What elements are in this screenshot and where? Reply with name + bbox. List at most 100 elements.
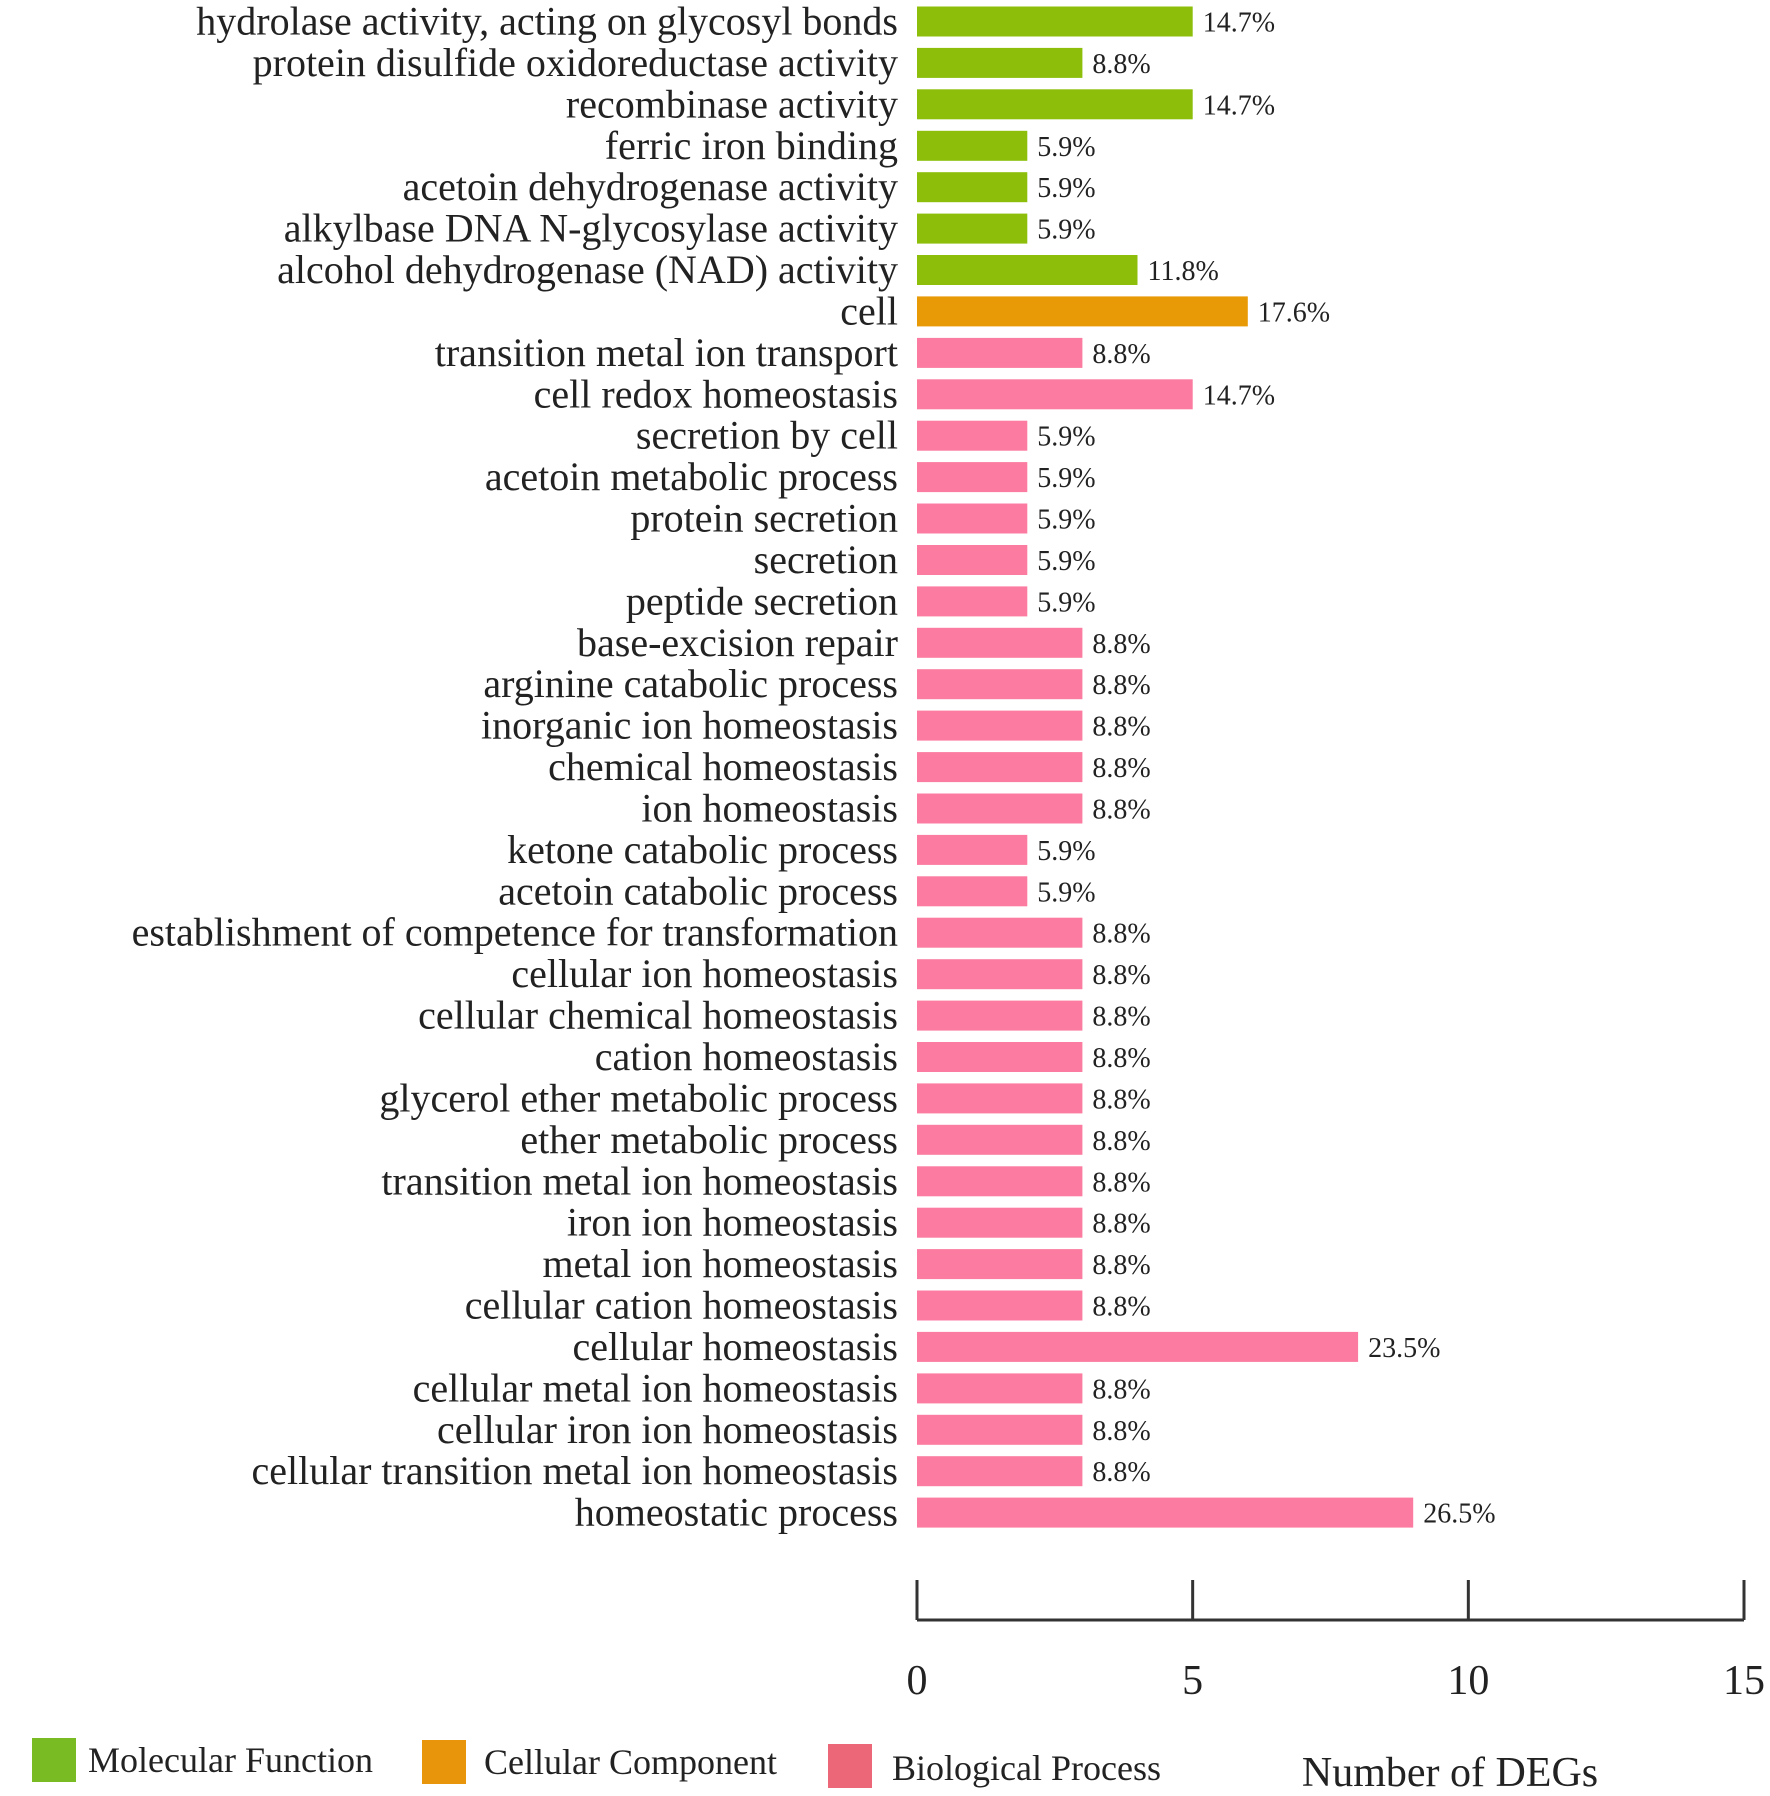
bar-19 (917, 752, 1083, 783)
bar-33 (917, 1331, 1359, 1362)
x-tick-label: 5 (1182, 1658, 1203, 1704)
bar-percent-label: 8.8% (1092, 1416, 1150, 1447)
category-label: hydrolase activity, acting on glycosyl b… (196, 0, 898, 44)
bar-percent-label: 5.9% (1037, 132, 1095, 163)
category-label: transition metal ion homeostasis (381, 1158, 898, 1203)
category-label: acetoin metabolic process (485, 454, 898, 499)
category-label: peptide secretion (626, 578, 898, 623)
bar-16 (917, 627, 1083, 658)
bar-7 (917, 255, 1138, 285)
category-label: cellular cation homeostasis (465, 1283, 898, 1328)
bar-percent-label: 8.8% (1092, 670, 1150, 701)
bar-12 (917, 462, 1028, 493)
bar-percent-label: 8.8% (1092, 960, 1150, 991)
bar-percent-label: 5.9% (1037, 173, 1095, 204)
category-label: secretion (754, 537, 898, 582)
category-label: cellular chemical homeostasis (418, 993, 898, 1038)
bar-percent-label: 8.8% (1092, 1374, 1150, 1405)
category-label: chemical homeostasis (548, 744, 898, 789)
bar-percent-label: 8.8% (1092, 1002, 1150, 1033)
x-axis-title: Number of DEGs (1302, 1750, 1598, 1796)
bar-percent-label: 14.7% (1203, 8, 1275, 39)
bar-percent-label: 5.9% (1037, 463, 1095, 494)
bar-percent-label: 5.9% (1037, 587, 1095, 618)
bar-25 (917, 1000, 1083, 1031)
bar-percent-label: 8.8% (1092, 1250, 1150, 1281)
bar-percent-label: 8.8% (1092, 1292, 1150, 1323)
bar-36 (917, 1456, 1083, 1487)
category-label: inorganic ion homeostasis (481, 703, 898, 748)
legend: Molecular Function Cellular Component Biol… (32, 1738, 1161, 1788)
legend-swatch-mf (32, 1738, 76, 1782)
legend-swatch-bp (828, 1744, 872, 1788)
bar-2 (917, 47, 1083, 78)
category-label: transition metal ion transport (435, 330, 898, 375)
category-label: acetoin catabolic process (498, 868, 898, 913)
bar-15 (917, 586, 1028, 617)
bar-29 (917, 1166, 1083, 1197)
category-label: protein secretion (630, 496, 898, 541)
bar-9 (917, 337, 1083, 368)
bar-27 (917, 1083, 1083, 1114)
bar-percent-label: 8.8% (1092, 1126, 1150, 1157)
category-label: ketone catabolic process (507, 827, 898, 872)
bar-percent-label: 8.8% (1092, 1167, 1150, 1198)
category-label: cell (840, 288, 898, 333)
bar-4 (917, 130, 1028, 161)
bars-layer: hydrolase activity, acting on glycosyl b… (132, 0, 1496, 1535)
bar-percent-label: 8.8% (1092, 1209, 1150, 1240)
legend-swatch-cc (422, 1740, 466, 1784)
bar-22 (917, 876, 1028, 907)
bar-percent-label: 8.8% (1092, 1043, 1150, 1074)
bar-11 (917, 420, 1028, 451)
bar-percent-label: 5.9% (1037, 505, 1095, 536)
category-label: secretion by cell (636, 413, 898, 458)
bar-percent-label: 5.9% (1037, 836, 1095, 867)
bar-8 (917, 296, 1248, 327)
bar-percent-label: 5.9% (1037, 877, 1095, 908)
bar-percent-label: 8.8% (1092, 629, 1150, 660)
bar-32 (917, 1290, 1083, 1321)
category-label: cell redox homeostasis (534, 371, 898, 416)
bar-6 (917, 213, 1028, 244)
x-tick-label: 15 (1723, 1658, 1765, 1704)
bar-percent-label: 8.8% (1092, 712, 1150, 743)
bar-31 (917, 1249, 1083, 1280)
bar-37 (917, 1497, 1414, 1528)
bar-percent-label: 8.8% (1092, 339, 1150, 370)
category-label: establishment of competence for transfor… (132, 910, 898, 955)
x-tick-label: 0 (907, 1658, 928, 1704)
bar-percent-label: 26.5% (1423, 1499, 1495, 1530)
bar-23 (917, 917, 1083, 948)
category-label: recombinase activity (566, 81, 898, 126)
bar-26 (917, 1042, 1083, 1072)
legend-label: Cellular Component (484, 1742, 777, 1782)
bar-17 (917, 669, 1083, 700)
bar-18 (917, 710, 1083, 741)
category-label: acetoin dehydrogenase activity (403, 164, 898, 209)
bar-28 (917, 1124, 1083, 1155)
x-tick-label: 10 (1447, 1658, 1489, 1704)
bar-percent-label: 8.8% (1092, 919, 1150, 950)
category-label: cellular homeostasis (573, 1324, 898, 1369)
category-label: homeostatic process (575, 1490, 898, 1535)
category-label: alcohol dehydrogenase (NAD) activity (277, 247, 898, 292)
bar-21 (917, 834, 1028, 865)
bar-14 (917, 545, 1028, 575)
category-label: ferric iron binding (605, 123, 898, 168)
bar-percent-label: 14.7% (1203, 380, 1275, 411)
bar-5 (917, 172, 1028, 203)
category-label: cellular transition metal ion homeostasi… (251, 1448, 898, 1493)
category-label: metal ion homeostasis (542, 1241, 898, 1286)
bar-percent-label: 5.9% (1037, 546, 1095, 577)
bar-percent-label: 11.8% (1148, 256, 1219, 287)
legend-label: Molecular Function (88, 1740, 373, 1780)
category-label: base-excision repair (577, 620, 898, 665)
bar-percent-label: 8.8% (1092, 1084, 1150, 1115)
bar-percent-label: 5.9% (1037, 422, 1095, 453)
legend-label: Biological Process (892, 1748, 1161, 1788)
bar-34 (917, 1373, 1083, 1404)
bar-percent-label: 17.6% (1258, 297, 1330, 328)
bar-percent-label: 8.8% (1092, 753, 1150, 784)
bar-20 (917, 793, 1083, 824)
